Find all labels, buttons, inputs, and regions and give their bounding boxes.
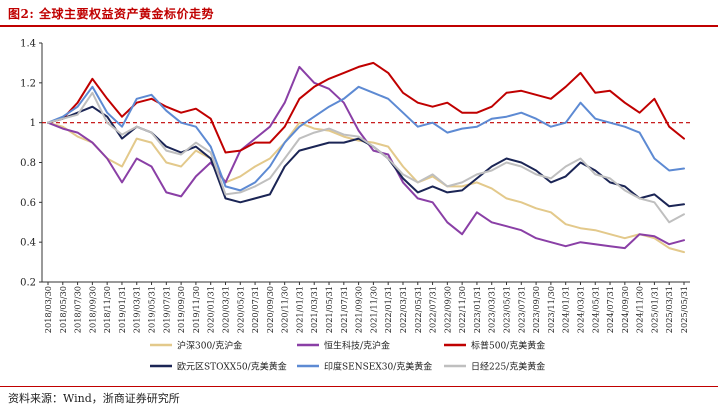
y-tick-label: 0.2 — [20, 278, 36, 289]
series-line — [47, 91, 685, 224]
x-tick-label: 2019/09/30 — [176, 286, 186, 333]
x-tick-label: 2025/03/31 — [664, 286, 674, 333]
x-tick-label: 2024/05/31 — [590, 286, 600, 333]
x-tick-label: 2023/09/30 — [531, 286, 541, 333]
y-tick-label: 1.2 — [20, 78, 36, 89]
x-tick-label: 2023/11/30 — [546, 286, 556, 333]
x-tick-label: 2018/11/30 — [102, 286, 112, 333]
x-tick-label: 2021/03/31 — [309, 286, 319, 333]
source-rule — [0, 386, 718, 387]
x-tick-label: 2020/09/30 — [265, 286, 275, 333]
x-tick-label: 2018/03/30 — [43, 286, 53, 333]
y-tick-label: 0.6 — [20, 198, 36, 209]
x-tick-label: 2025/01/31 — [649, 286, 659, 333]
x-tick-label: 2020/11/30 — [280, 286, 290, 333]
x-tick-label: 2024/07/31 — [605, 286, 615, 333]
legend: 沪深300/克沪金 恒生科技/克沪金 标普500/克美黄金欧元区STOXX50/克美… — [150, 340, 545, 373]
legend-label: 沪深300/克沪金 — [177, 340, 242, 352]
x-tick-label: 2022/11/30 — [457, 286, 467, 333]
x-tick-label: 2019/05/31 — [147, 286, 157, 333]
x-tick-label: 2021/09/30 — [354, 286, 364, 333]
y-tick-label: 1.4 — [20, 39, 36, 50]
x-axis: 2018/03/30 2018/05/30 2018/07/30 2018/09/30… — [43, 282, 689, 333]
x-tick-label: 2023/05/31 — [502, 286, 512, 333]
x-tick-label: 2020/03/31 — [220, 286, 230, 333]
series-lines — [47, 61, 685, 254]
x-tick-label: 2018/05/30 — [58, 286, 68, 333]
legend-label: 恒生科技/克沪金 — [324, 340, 390, 352]
x-tick-label: 2022/09/30 — [442, 286, 452, 333]
x-tick-label: 2024/01/31 — [561, 286, 571, 333]
series-line — [47, 65, 685, 250]
figure-title: 图2: 全球主要权益资产黄金标价走势 — [8, 7, 214, 21]
plot-frame — [41, 43, 690, 283]
x-tick-label: 2023/01/31 — [472, 286, 482, 333]
series-line — [47, 85, 685, 192]
x-tick-label: 2021/11/30 — [368, 286, 378, 333]
x-tick-label: 2022/03/31 — [398, 286, 408, 333]
y-axis: 0.2 0.4 0.6 0.8 1 1.2 1.4 — [20, 39, 42, 289]
y-tick-label: 0.8 — [20, 158, 36, 169]
legend-label: 印度SENSEX30/克美黄金 — [324, 361, 432, 373]
x-tick-label: 2022/01/31 — [383, 286, 393, 333]
x-tick-label: 2022/07/31 — [428, 286, 438, 333]
x-tick-label: 2019/11/30 — [191, 286, 201, 333]
x-tick-label: 2019/03/31 — [132, 286, 142, 333]
source-note: 资料来源：Wind，浙商证券研究所 — [8, 392, 180, 405]
x-tick-label: 2024/09/30 — [620, 286, 630, 333]
title-rule — [0, 25, 718, 27]
series-line — [47, 61, 685, 154]
series-line — [47, 105, 685, 208]
y-tick-label: 0.4 — [20, 238, 36, 249]
line-chart: 0.2 0.4 0.6 0.8 1 1.2 1.4 2018/03/30 2018/05/30… — [20, 39, 690, 373]
x-tick-label: 2020/07/31 — [250, 286, 260, 333]
x-tick-label: 2023/03/31 — [487, 286, 497, 333]
x-tick-label: 2021/07/31 — [339, 286, 349, 333]
x-tick-label: 2024/11/30 — [635, 286, 645, 333]
x-tick-label: 2021/05/31 — [324, 286, 334, 333]
x-tick-label: 2021/01/31 — [294, 286, 304, 333]
x-tick-label: 2019/07/31 — [161, 286, 171, 333]
x-tick-label: 2024/03/31 — [575, 286, 585, 333]
y-tick-label: 1 — [30, 118, 36, 129]
x-tick-label: 2018/09/30 — [87, 286, 97, 333]
x-tick-label: 2023/07/31 — [516, 286, 526, 333]
x-tick-label: 2022/05/31 — [413, 286, 423, 333]
legend-label: 日经225/克美黄金 — [471, 361, 545, 373]
x-tick-label: 2020/01/31 — [206, 286, 216, 333]
x-tick-label: 2019/01/31 — [117, 286, 127, 333]
x-tick-label: 2025/05/31 — [679, 286, 689, 333]
x-tick-label: 2018/07/30 — [73, 286, 83, 333]
x-tick-label: 2020/05/31 — [235, 286, 245, 333]
legend-label: 标普500/克美黄金 — [471, 340, 545, 352]
legend-label: 欧元区STOXX50/克美黄金 — [177, 361, 287, 373]
